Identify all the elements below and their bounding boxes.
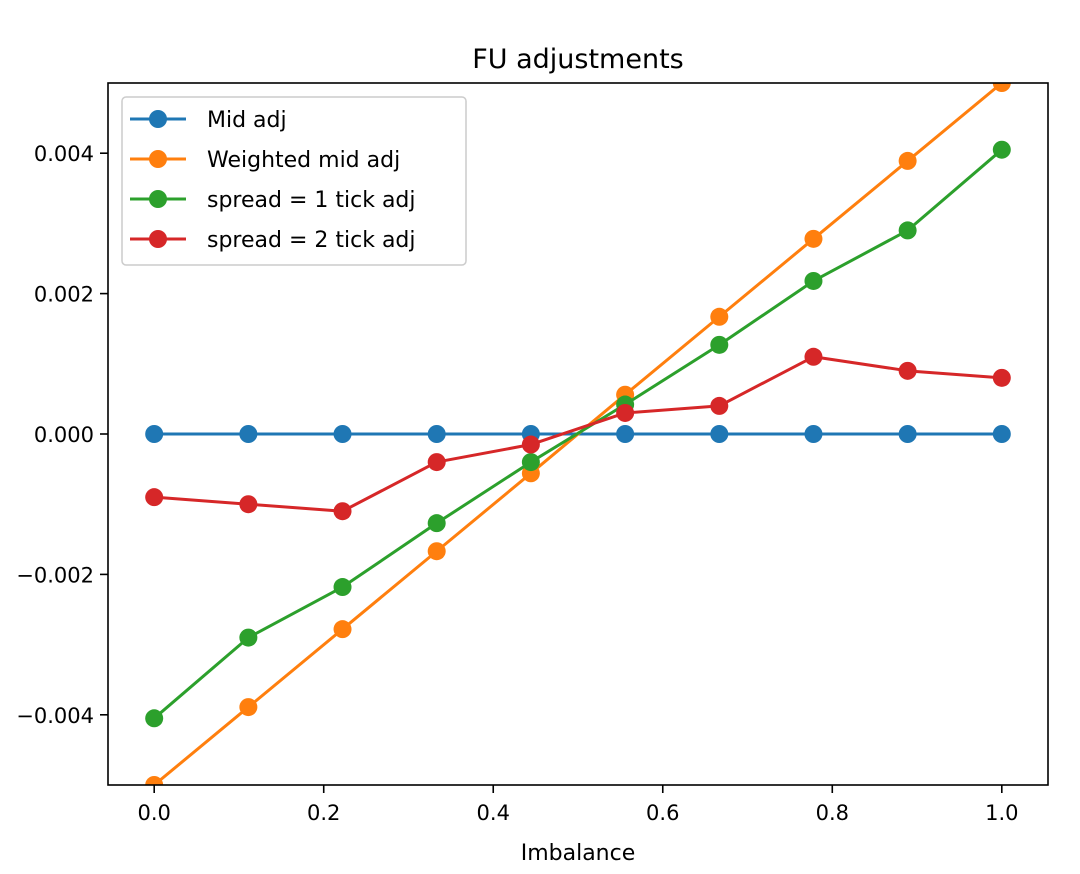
data-point [333,502,352,521]
chart-title: FU adjustments [472,44,684,75]
y-axis: −0.004 −0.002 0.000 0.002 0.004 [16,142,108,728]
x-axis-label: Imbalance [521,841,636,866]
data-point [804,271,823,290]
data-point [333,578,352,597]
data-point [898,425,917,443]
legend-marker [149,190,167,208]
data-point [239,628,258,647]
x-tick-label: 0.8 [816,801,849,825]
data-point [145,425,164,443]
data-point [992,425,1011,443]
legend-label: spread = 2 tick adj [207,228,416,253]
data-point [898,221,917,240]
data-point [521,453,540,472]
series-0 [145,425,1011,443]
x-axis: 0.0 0.2 0.4 0.6 0.8 1.0 [137,785,1019,825]
legend-item: spread = 1 tick adj [130,188,416,213]
data-point [145,488,164,507]
legend-marker [149,230,167,248]
legend-item: Weighted mid adj [130,148,400,173]
data-point [333,620,352,639]
legend-item: Mid adj [130,108,287,133]
data-point [992,140,1011,159]
y-tick-label: 0.002 [34,283,94,307]
data-point [710,396,729,415]
data-point [427,514,446,533]
data-point [616,425,635,443]
data-point [427,542,446,561]
x-tick-label: 0.4 [477,801,510,825]
data-point [804,425,823,443]
series-2 [145,140,1011,728]
data-point [710,425,729,443]
data-point [992,83,1011,92]
data-point [333,425,352,443]
data-point [145,709,164,728]
data-point [710,307,729,326]
data-point [145,776,164,785]
legend-item: spread = 2 tick adj [130,228,416,253]
series-line [152,355,1004,513]
series-3 [145,347,1011,521]
legend-label: Weighted mid adj [207,148,400,173]
x-tick-label: 0.2 [307,801,340,825]
data-point [239,495,258,514]
legend-marker [149,150,167,168]
data-point [239,425,258,443]
legend-box [121,96,467,266]
y-tick-label: 0.004 [34,142,94,166]
x-tick-label: 0.6 [646,801,679,825]
y-tick-label: −0.002 [16,563,94,587]
series-line [152,148,1004,720]
data-point [239,698,258,717]
y-tick-label: −0.004 [16,704,94,728]
legend-label: Mid adj [207,108,287,133]
data-point [992,368,1011,387]
x-tick-label: 1.0 [985,801,1018,825]
y-tick-label: 0.000 [34,423,94,447]
data-point [521,435,540,454]
data-point [427,425,446,443]
data-point [804,347,823,366]
x-tick-label: 0.0 [137,801,170,825]
legend-label: spread = 1 tick adj [207,188,416,213]
data-point [616,403,635,422]
data-point [710,335,729,354]
data-point [804,229,823,248]
legend-marker [149,110,167,128]
data-point [898,361,917,380]
data-point [898,151,917,170]
plot-area [145,83,1011,785]
legend: Mid adj Weighted mid adj spread = 1 tick a… [121,96,467,266]
data-point [427,453,446,472]
